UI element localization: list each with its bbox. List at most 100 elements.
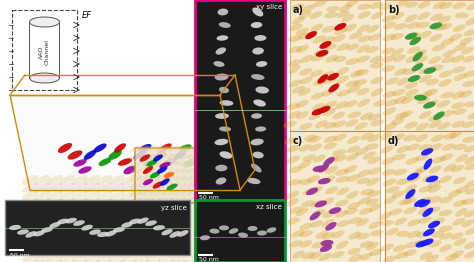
Ellipse shape: [34, 229, 51, 239]
Ellipse shape: [363, 151, 375, 160]
Ellipse shape: [219, 229, 236, 239]
Ellipse shape: [120, 183, 137, 193]
Ellipse shape: [228, 228, 238, 234]
Ellipse shape: [406, 157, 419, 165]
Ellipse shape: [418, 12, 430, 20]
Ellipse shape: [59, 221, 75, 231]
Ellipse shape: [300, 77, 313, 84]
Ellipse shape: [255, 127, 266, 132]
Ellipse shape: [463, 56, 474, 62]
Ellipse shape: [442, 144, 455, 151]
Ellipse shape: [170, 175, 187, 185]
Ellipse shape: [93, 143, 107, 152]
Ellipse shape: [83, 252, 100, 262]
Ellipse shape: [346, 80, 359, 88]
Ellipse shape: [432, 45, 446, 51]
Ellipse shape: [160, 178, 170, 186]
Ellipse shape: [410, 169, 423, 177]
Ellipse shape: [333, 149, 346, 156]
Ellipse shape: [415, 240, 428, 246]
Ellipse shape: [161, 160, 174, 167]
Ellipse shape: [336, 241, 348, 249]
Ellipse shape: [335, 200, 349, 207]
Ellipse shape: [133, 229, 149, 239]
Ellipse shape: [323, 122, 337, 129]
Ellipse shape: [397, 0, 410, 7]
Ellipse shape: [174, 167, 187, 174]
Ellipse shape: [426, 79, 439, 85]
Ellipse shape: [46, 252, 63, 262]
Ellipse shape: [303, 188, 316, 195]
Ellipse shape: [219, 151, 232, 159]
Ellipse shape: [215, 139, 228, 145]
Ellipse shape: [381, 145, 394, 153]
Ellipse shape: [154, 151, 167, 159]
Ellipse shape: [301, 200, 315, 208]
Ellipse shape: [219, 252, 236, 262]
Ellipse shape: [395, 252, 409, 259]
Ellipse shape: [433, 156, 446, 163]
Ellipse shape: [433, 111, 445, 120]
Ellipse shape: [405, 89, 419, 96]
Ellipse shape: [428, 56, 441, 64]
Ellipse shape: [453, 177, 466, 184]
Ellipse shape: [136, 174, 149, 182]
Ellipse shape: [464, 242, 474, 249]
Ellipse shape: [429, 165, 442, 173]
Ellipse shape: [136, 189, 149, 196]
Ellipse shape: [142, 196, 155, 204]
Ellipse shape: [177, 230, 189, 237]
Ellipse shape: [346, 43, 359, 51]
Ellipse shape: [325, 222, 337, 231]
Ellipse shape: [164, 158, 176, 166]
Ellipse shape: [120, 245, 137, 254]
Ellipse shape: [323, 43, 337, 51]
Ellipse shape: [335, 169, 348, 176]
Ellipse shape: [22, 183, 38, 193]
Ellipse shape: [433, 1, 446, 9]
Ellipse shape: [65, 218, 77, 223]
Bar: [5, 200, 190, 255]
Ellipse shape: [200, 235, 210, 240]
Ellipse shape: [157, 245, 174, 254]
Ellipse shape: [429, 34, 442, 42]
Ellipse shape: [121, 222, 133, 228]
Ellipse shape: [440, 92, 454, 99]
Ellipse shape: [428, 180, 441, 188]
Ellipse shape: [157, 190, 174, 200]
Ellipse shape: [170, 231, 181, 238]
Ellipse shape: [320, 240, 333, 246]
Ellipse shape: [218, 9, 228, 15]
Ellipse shape: [360, 112, 373, 120]
Ellipse shape: [313, 155, 326, 163]
Ellipse shape: [456, 154, 468, 162]
Ellipse shape: [168, 182, 181, 189]
Ellipse shape: [454, 43, 467, 51]
Ellipse shape: [367, 190, 381, 197]
Ellipse shape: [174, 174, 187, 182]
Ellipse shape: [187, 160, 200, 167]
Ellipse shape: [331, 231, 345, 238]
Ellipse shape: [232, 183, 248, 193]
Ellipse shape: [296, 208, 309, 216]
Ellipse shape: [314, 50, 327, 56]
Text: c): c): [293, 136, 303, 146]
Ellipse shape: [452, 91, 465, 99]
Ellipse shape: [292, 251, 305, 259]
Ellipse shape: [96, 252, 112, 262]
Ellipse shape: [310, 186, 323, 194]
Ellipse shape: [347, 202, 360, 209]
Ellipse shape: [400, 111, 413, 118]
Ellipse shape: [157, 183, 174, 193]
Ellipse shape: [383, 179, 396, 186]
Ellipse shape: [465, 187, 474, 195]
Ellipse shape: [322, 175, 335, 183]
Ellipse shape: [83, 245, 100, 254]
Ellipse shape: [438, 210, 452, 216]
Ellipse shape: [394, 68, 407, 76]
Ellipse shape: [325, 55, 338, 62]
Ellipse shape: [321, 89, 334, 96]
Ellipse shape: [380, 132, 392, 141]
Ellipse shape: [443, 133, 457, 140]
Ellipse shape: [462, 198, 474, 205]
